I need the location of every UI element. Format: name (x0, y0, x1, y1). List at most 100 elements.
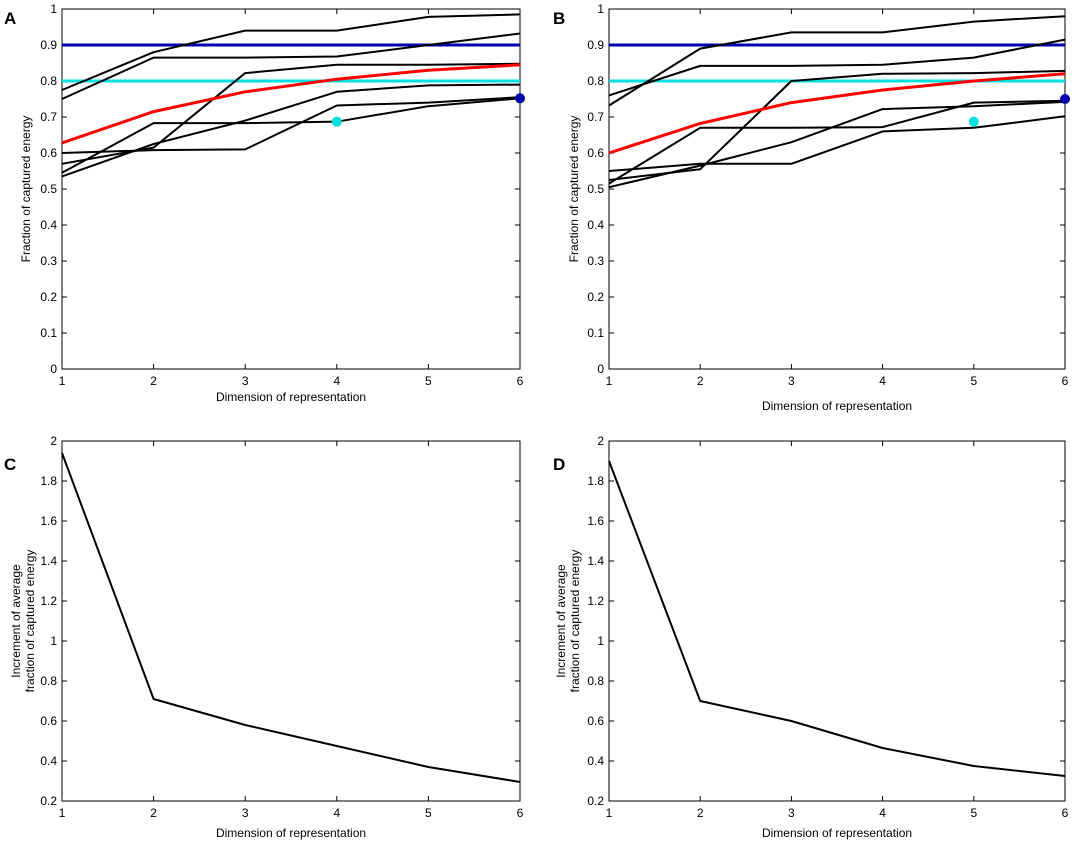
x-axis-label: Dimension of representation (216, 390, 366, 404)
plot-frame (61, 8, 521, 370)
y-tick-label: 0.2 (40, 794, 57, 808)
y-tick-label: 2 (597, 434, 604, 448)
x-tick-label: 2 (697, 374, 704, 388)
y-tick-label: 0.6 (587, 714, 604, 728)
y-tick-label: 1 (597, 2, 604, 16)
x-tick-label: 3 (788, 806, 795, 820)
y-tick-label: 0.8 (587, 674, 604, 688)
y-tick-label: 0.1 (40, 326, 57, 340)
y-tick-label: 1 (597, 634, 604, 648)
x-tick-label: 2 (150, 374, 157, 388)
data-marker (1060, 94, 1070, 104)
y-tick-label: 0.1 (587, 326, 604, 340)
y-tick-label: 1.2 (40, 594, 57, 608)
y-tick-label: 1 (50, 2, 57, 16)
y-tick-label: 0.8 (587, 74, 604, 88)
x-tick-label: 3 (242, 374, 249, 388)
y-tick-label: 0.2 (587, 290, 604, 304)
y-tick-label: 0.6 (40, 146, 57, 160)
x-tick-label: 6 (517, 374, 524, 388)
series-line-2 (61, 32, 521, 100)
series-line-1 (61, 452, 521, 783)
panel-d: D 0.2 0.4 0.6 0.8 1 1.2 1.4 1.6 1.8 2 1 2 3 4 5 6 Dimensi… (553, 434, 1069, 840)
y-axis-label: Increment of average (9, 564, 23, 678)
y-axis-label: fraction of captured energy (23, 550, 37, 693)
y-tick-label: 1.8 (587, 474, 604, 488)
series-line-6 (61, 97, 521, 174)
x-tick-label: 5 (425, 806, 432, 820)
y-tick-label: 1.4 (40, 554, 57, 568)
y-tick-label: 0 (597, 362, 604, 376)
y-tick-label: 0.4 (587, 754, 604, 768)
panel-c: C 0.2 0.4 0.6 0.8 1 1.2 1.4 1.6 1.8 2 1 2 3 4 5 6 Dimensi… (4, 434, 524, 840)
y-axis-label: Increment of average (554, 564, 568, 678)
x-tick-label: 4 (879, 374, 886, 388)
x-tick-label: 5 (425, 374, 432, 388)
y-tick-label: 1.2 (587, 594, 604, 608)
series-line-4 (61, 83, 521, 178)
panel-label: C (4, 455, 16, 474)
y-tick-label: 0.4 (587, 218, 604, 232)
y-tick-label: 0.3 (40, 254, 57, 268)
series-line-3 (608, 69, 1066, 181)
y-axis-label: Fraction of captured energy (567, 116, 581, 263)
y-tick-label: 1.8 (40, 474, 57, 488)
y-tick-label: 0.3 (587, 254, 604, 268)
series-line-1 (61, 13, 521, 91)
y-tick-label: 0.4 (40, 218, 57, 232)
y-axis-label: fraction of captured energy (568, 550, 582, 693)
y-tick-label: 0 (50, 362, 57, 376)
x-tick-label: 2 (150, 806, 157, 820)
data-marker (331, 116, 342, 127)
plot-frame (608, 440, 1066, 802)
x-tick-label: 5 (970, 806, 977, 820)
x-tick-label: 4 (333, 806, 340, 820)
y-tick-label: 0.8 (40, 674, 57, 688)
panel-a: A 0 0.1 0.2 0.3 0.4 0.5 0.6 0.7 0.8 0.9 1 1 2 3 4 5 6 Dime… (4, 2, 525, 404)
series-line-3 (61, 62, 521, 165)
y-tick-label: 1.6 (587, 514, 604, 528)
x-tick-label: 6 (1062, 806, 1069, 820)
x-tick-label: 3 (242, 806, 249, 820)
x-tick-label: 4 (333, 374, 340, 388)
panel-b: B 0 0.1 0.2 0.3 0.4 0.5 0.6 0.7 0.8 0.9 1 1 2 3 4 5 6 Dime… (553, 2, 1070, 413)
x-tick-label: 6 (1062, 374, 1069, 388)
y-tick-label: 2 (50, 434, 57, 448)
y-tick-label: 0.8 (40, 74, 57, 88)
y-tick-label: 1 (50, 634, 57, 648)
series-line-7 (61, 63, 521, 145)
series-line-1 (608, 460, 1066, 777)
y-tick-label: 0.6 (587, 146, 604, 160)
x-tick-label: 6 (517, 806, 524, 820)
x-tick-label: 2 (697, 806, 704, 820)
y-tick-label: 0.4 (40, 754, 57, 768)
y-tick-label: 0.7 (40, 110, 57, 124)
series-line-7 (608, 72, 1066, 155)
y-tick-label: 0.5 (40, 182, 57, 196)
series-line-6 (608, 100, 1066, 189)
x-axis-label: Dimension of representation (216, 826, 366, 840)
y-tick-label: 0.9 (40, 38, 57, 52)
x-tick-label: 5 (970, 374, 977, 388)
series-line-5 (608, 115, 1066, 172)
series-line-5 (61, 96, 521, 154)
x-tick-label: 1 (59, 806, 66, 820)
y-tick-label: 1.4 (587, 554, 604, 568)
panel-label: B (553, 9, 565, 28)
x-axis-label: Dimension of representation (762, 826, 912, 840)
y-tick-label: 0.6 (40, 714, 57, 728)
x-tick-label: 1 (606, 374, 613, 388)
x-tick-label: 4 (879, 806, 886, 820)
y-tick-label: 0.2 (587, 794, 604, 808)
y-tick-label: 0.9 (587, 38, 604, 52)
series-line-2 (608, 38, 1066, 97)
data-marker (515, 93, 525, 104)
plot-frame (61, 440, 521, 802)
y-axis-label: Fraction of captured energy (19, 116, 33, 263)
x-tick-label: 1 (606, 806, 613, 820)
panel-label: A (4, 9, 16, 28)
series-line-4 (608, 99, 1066, 185)
y-tick-label: 0.5 (587, 182, 604, 196)
y-tick-label: 1.6 (40, 514, 57, 528)
